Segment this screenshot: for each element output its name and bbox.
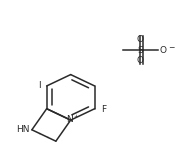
Text: F: F [101,105,106,114]
Text: S: S [138,46,143,55]
Text: HN: HN [16,125,30,134]
Text: −: − [168,43,174,52]
Text: +: + [73,114,79,119]
Text: I: I [38,81,40,90]
Text: N: N [66,115,73,124]
Text: O: O [137,56,144,65]
Text: O: O [159,46,166,55]
Text: O: O [137,35,144,44]
